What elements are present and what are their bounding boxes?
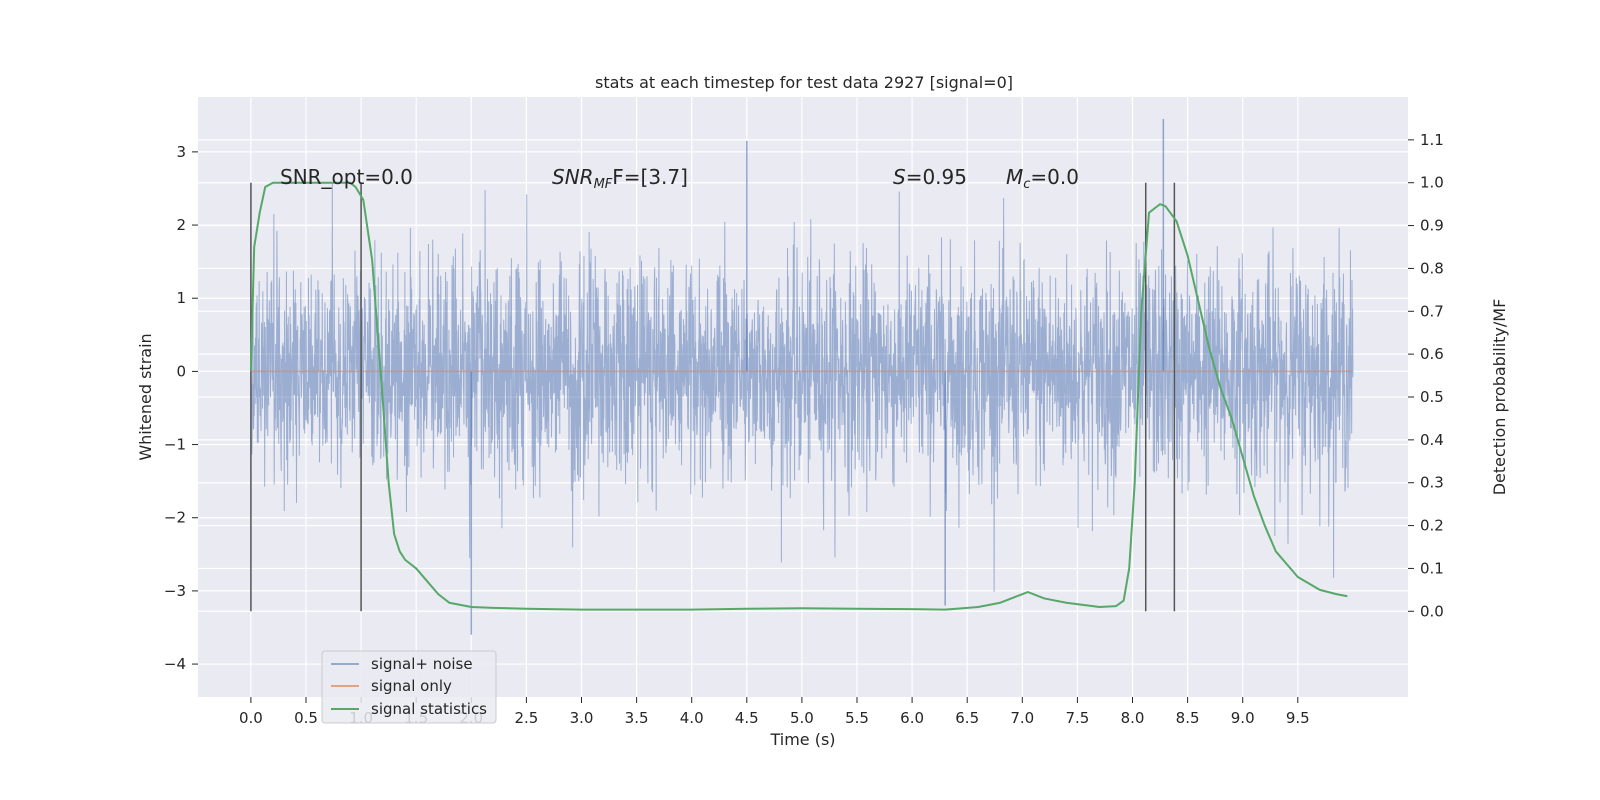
y-tick-label: −1 bbox=[164, 436, 186, 454]
y-tick-label: 1 bbox=[176, 289, 186, 307]
legend: signal+ noise signal only signal statist… bbox=[321, 650, 497, 724]
y2-tick-label: 0.2 bbox=[1420, 517, 1444, 535]
y2-tick-label: 0.3 bbox=[1420, 474, 1444, 492]
y-axis-label: Whitened strain bbox=[136, 333, 155, 460]
annotation-mc-sub: c bbox=[1023, 177, 1030, 192]
y-tick-label: −3 bbox=[164, 582, 186, 600]
legend-label-signal-only: signal only bbox=[371, 677, 452, 695]
annotation-s: S=0.95 bbox=[893, 165, 967, 189]
y2-tick-label: 0.5 bbox=[1420, 388, 1444, 406]
x-tick-label: 6.5 bbox=[955, 709, 979, 727]
plot-content bbox=[249, 118, 1354, 635]
y-tick-label: −4 bbox=[164, 655, 186, 673]
signal-statistics-line bbox=[249, 181, 1348, 611]
x-tick-label: 7.0 bbox=[1010, 709, 1034, 727]
annotation-snr-mf-b: F=[3.7] bbox=[612, 165, 688, 189]
x-tick-label: 5.0 bbox=[790, 709, 814, 727]
y2-tick-label: 0.7 bbox=[1420, 302, 1444, 320]
x-tick-label: 5.5 bbox=[845, 709, 869, 727]
legend-label-signal-noise: signal+ noise bbox=[371, 655, 473, 673]
x-tick-label: 8.0 bbox=[1121, 709, 1145, 727]
annotation-s-label: S bbox=[893, 165, 906, 189]
x-tick-label: 8.5 bbox=[1176, 709, 1200, 727]
y-tick-label: 2 bbox=[176, 216, 186, 234]
annotation-s-value: =0.95 bbox=[906, 165, 967, 189]
annotation-mc-value: =0.0 bbox=[1030, 165, 1079, 189]
annotation-snr-opt: SNR_opt=0.0 bbox=[280, 165, 413, 189]
y2-tick-label: 0.9 bbox=[1420, 217, 1444, 235]
x-tick-label: 9.5 bbox=[1286, 709, 1310, 727]
y2-axis-label: Detection probability/MF bbox=[1490, 299, 1509, 496]
annotation-mc-label: M bbox=[1006, 165, 1023, 189]
y2-tick-label: 0.0 bbox=[1420, 602, 1444, 620]
annotation-snr-mf-a: SNR bbox=[552, 165, 594, 189]
x-tick-label: 3.5 bbox=[625, 709, 649, 727]
y-tick-label: −2 bbox=[164, 509, 186, 527]
x-tick-label: 7.5 bbox=[1065, 709, 1089, 727]
y2-tick-label: 0.8 bbox=[1420, 259, 1444, 277]
series-signal-noise bbox=[250, 118, 1354, 635]
x-tick-label: 3.0 bbox=[570, 709, 594, 727]
series-signal-statistics bbox=[249, 181, 1348, 611]
x-tick-label: 6.0 bbox=[900, 709, 924, 727]
x-tick-label: 9.0 bbox=[1231, 709, 1255, 727]
y2-tick-label: 1.0 bbox=[1420, 174, 1444, 192]
x-axis-label: Time (s) bbox=[769, 730, 835, 749]
x-tick-label: 0.0 bbox=[239, 709, 263, 727]
y-tick-label: 3 bbox=[176, 143, 186, 161]
y-axis-ticks: −4 −3 −2 −1 0 1 2 3 bbox=[164, 143, 198, 673]
y2-axis-ticks: 0.0 0.1 0.2 0.3 0.4 0.5 0.6 0.7 0.8 0.9 1.0 1.1 bbox=[1408, 131, 1444, 620]
legend-label-signal-statistics: signal statistics bbox=[371, 700, 487, 718]
y2-tick-label: 0.6 bbox=[1420, 345, 1444, 363]
y2-tick-label: 1.1 bbox=[1420, 131, 1444, 149]
legend-box bbox=[321, 650, 497, 724]
chart-title: stats at each timestep for test data 292… bbox=[595, 73, 1013, 92]
y2-tick-label: 0.1 bbox=[1420, 559, 1444, 577]
annotation-snr-mf-sub: MF bbox=[594, 177, 613, 192]
signal-noise-line bbox=[250, 181, 1354, 593]
x-tick-label: 0.5 bbox=[294, 709, 318, 727]
y-tick-label: 0 bbox=[176, 362, 186, 380]
x-axis-ticks: 0.00.51.01.52.02.53.03.54.04.55.05.56.06… bbox=[239, 697, 1310, 727]
x-tick-label: 2.5 bbox=[514, 709, 538, 727]
x-tick-label: 4.0 bbox=[680, 709, 704, 727]
annotation-snr-mf: SNRMFF=[3.7] bbox=[552, 165, 688, 192]
x-tick-label: 4.5 bbox=[735, 709, 759, 727]
annotation-mc: Mc=0.0 bbox=[1006, 165, 1079, 192]
y2-tick-label: 0.4 bbox=[1420, 431, 1444, 449]
